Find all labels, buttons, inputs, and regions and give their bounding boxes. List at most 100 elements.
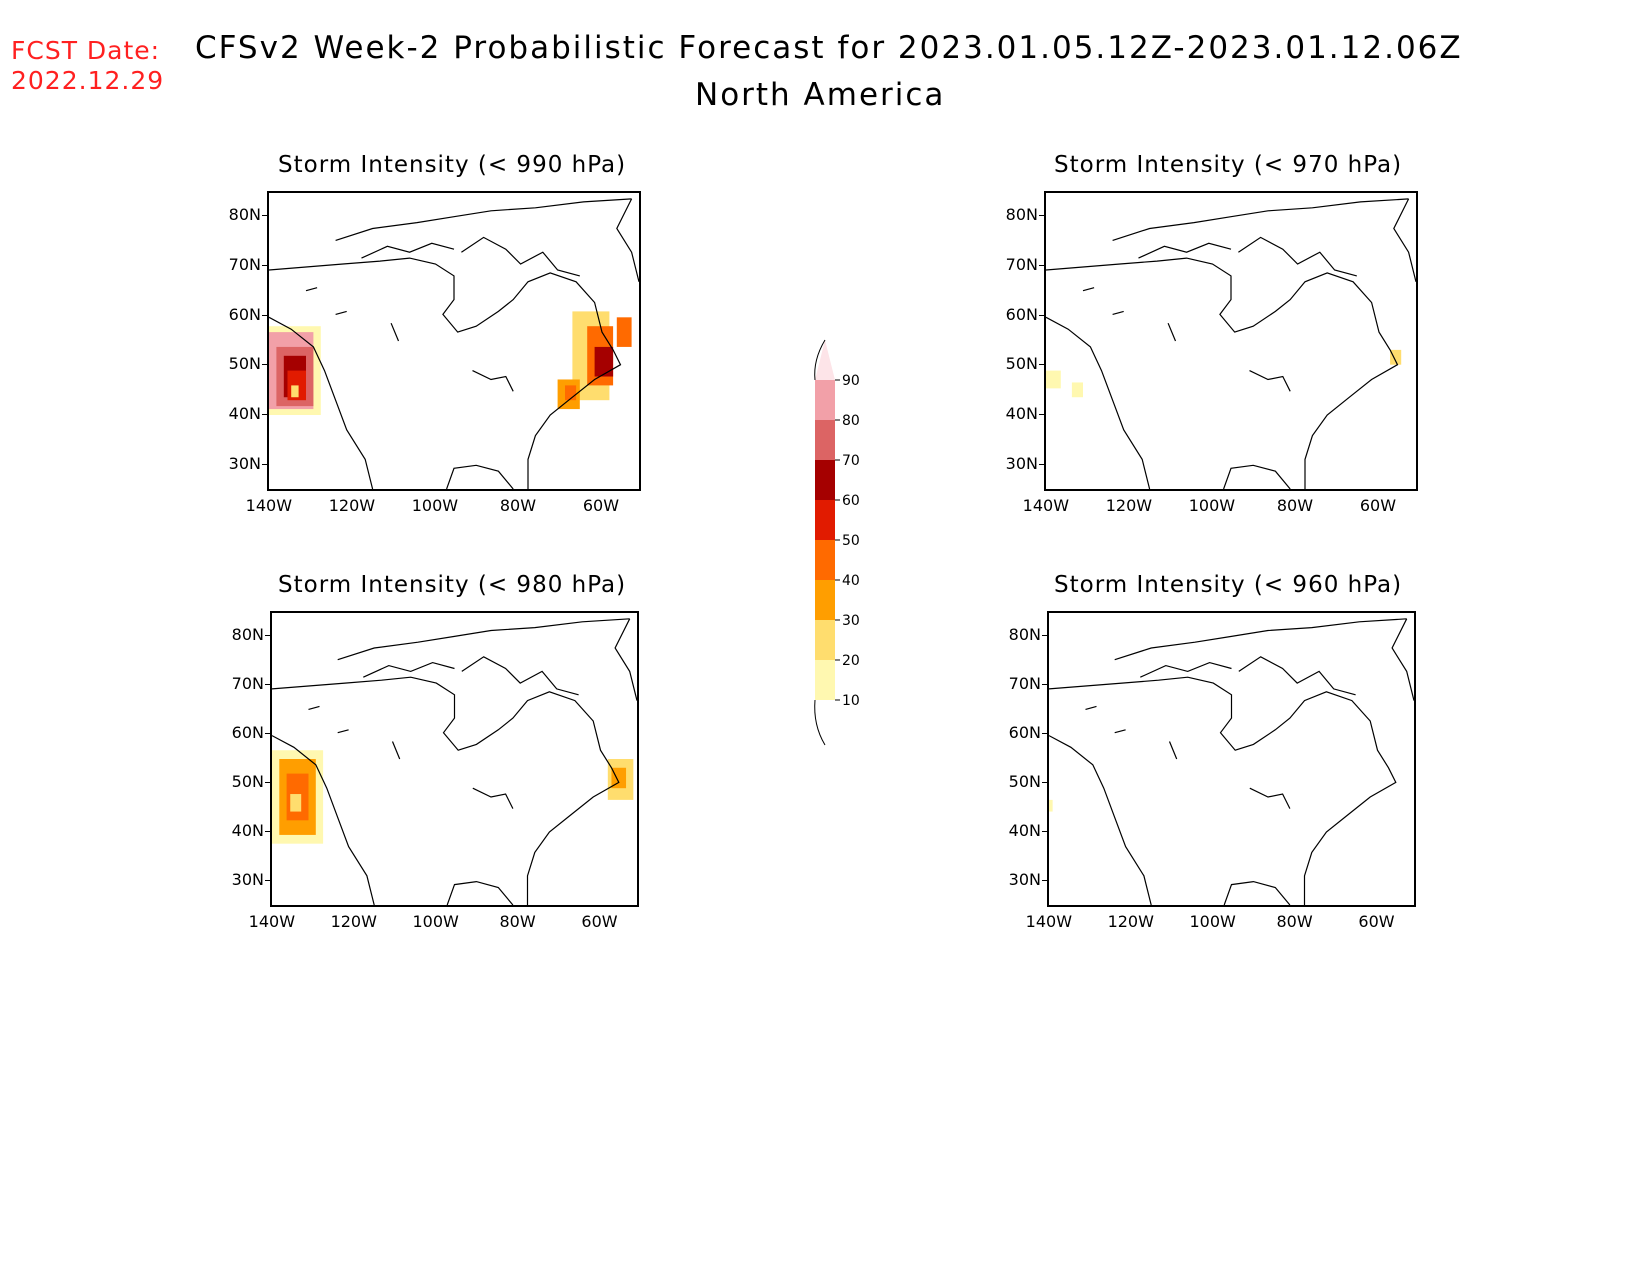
lat-tick: [1042, 831, 1048, 833]
lat-tick-label: 70N: [231, 673, 264, 693]
map-panel-970: [1044, 191, 1418, 491]
colorbar-top-cap: [815, 340, 835, 380]
lon-tick-label: 60W: [581, 912, 618, 931]
lat-tick-label: 50N: [231, 772, 264, 792]
lat-tick-label: 40N: [231, 821, 264, 841]
lon-tick-label: 60W: [582, 496, 620, 515]
map-graphic: [1049, 618, 1414, 905]
lat-tick: [262, 414, 268, 416]
colorbar-label: 60: [842, 493, 860, 509]
fcst-date-value: 2022.12.29: [11, 66, 165, 95]
subtitle: North America: [695, 77, 946, 113]
map-panel-980: [270, 611, 639, 907]
map-graphic: [269, 198, 639, 489]
lat-tick-label: 50N: [1005, 354, 1038, 374]
colorbar-segment: [815, 580, 835, 620]
lat-tick: [1042, 732, 1048, 734]
lon-tick-label: 60W: [1358, 912, 1395, 931]
main-title: CFSv2 Week-2 Probabilistic Forecast for …: [195, 30, 1463, 66]
lon-tick-label: 100W: [1189, 912, 1236, 931]
colorbar-segment: [815, 660, 835, 700]
lon-tick-label: 80W: [1276, 496, 1314, 515]
lat-tick: [262, 364, 268, 366]
lat-tick-label: 40N: [228, 404, 261, 424]
lat-tick: [1039, 215, 1045, 216]
lat-tick: [265, 782, 271, 784]
colorbar-label: 90: [842, 373, 860, 389]
lat-tick-label: 30N: [228, 454, 261, 473]
colorbar-label: 70: [842, 453, 860, 469]
lat-tick: [262, 215, 268, 216]
lat-tick: [1039, 414, 1045, 416]
colorbar-label: 40: [842, 573, 860, 589]
lat-tick: [1042, 634, 1048, 636]
lon-tick-label: 120W: [1105, 496, 1153, 515]
lon-tick-label: 120W: [330, 912, 377, 931]
lat-tick-label: 80N: [1008, 624, 1041, 644]
lat-tick-label: 40N: [1005, 404, 1038, 424]
map-graphic: [272, 618, 637, 905]
lon-tick-label: 100W: [412, 912, 459, 931]
lat-tick: [1042, 782, 1048, 784]
lon-tick-label: 120W: [328, 496, 376, 515]
lat-tick: [265, 732, 271, 734]
lat-tick-label: 60N: [231, 722, 264, 742]
panel-title-980: Storm Intensity (< 980 hPa): [278, 572, 627, 598]
lat-tick-label: 30N: [231, 870, 264, 890]
lat-tick-label: 60N: [1005, 304, 1038, 324]
map-graphic: [1046, 198, 1416, 489]
lat-tick: [1039, 314, 1045, 316]
colorbar-label: 30: [842, 613, 860, 629]
map-panel-990: [267, 191, 641, 491]
lat-tick-label: 80N: [1005, 205, 1038, 224]
lat-tick: [1039, 364, 1045, 366]
lat-tick: [1042, 683, 1048, 685]
lat-tick-label: 30N: [1008, 870, 1041, 890]
lon-tick-label: 80W: [1276, 912, 1313, 931]
colorbar-label: 20: [842, 653, 860, 669]
fcst-date: FCST Date: 2022.12.29: [11, 36, 164, 96]
lat-tick-label: 70N: [228, 254, 261, 274]
lat-tick: [262, 264, 268, 266]
lon-tick-label: 80W: [499, 496, 537, 515]
lat-tick-label: 80N: [228, 205, 261, 224]
lat-tick: [1039, 264, 1045, 266]
lat-tick-label: 60N: [1008, 722, 1041, 742]
lat-tick: [1042, 880, 1048, 882]
colorbar-segment: [815, 540, 835, 580]
lon-tick-label: 100W: [1188, 496, 1236, 515]
colorbar-label: 80: [842, 413, 860, 429]
panel-title-990: Storm Intensity (< 990 hPa): [278, 152, 627, 178]
lon-tick-label: 140W: [248, 912, 296, 931]
colorbar-label: 50: [842, 533, 860, 549]
lon-tick-label: 140W: [1022, 496, 1070, 515]
lat-tick: [265, 831, 271, 833]
panel-title-970: Storm Intensity (< 970 hPa): [1054, 152, 1403, 178]
lon-tick-label: 60W: [1359, 496, 1397, 515]
lat-tick-label: 60N: [228, 304, 261, 324]
lat-tick-label: 50N: [228, 354, 261, 374]
lon-tick-label: 80W: [499, 912, 536, 931]
lat-tick-label: 70N: [1005, 254, 1038, 274]
colorbar-segment: [815, 380, 835, 420]
colorbar-segment: [815, 500, 835, 540]
colorbar-segment: [815, 620, 835, 660]
map-panel-960: [1047, 611, 1416, 907]
panel-title-960: Storm Intensity (< 960 hPa): [1054, 572, 1403, 598]
lon-tick-label: 100W: [411, 496, 459, 515]
lat-tick-label: 80N: [231, 624, 264, 644]
fcst-label: FCST Date:: [11, 36, 161, 65]
lat-tick: [262, 464, 268, 465]
colorbar: 90 80 70 60 50 40 30 20 10: [814, 339, 860, 746]
lat-tick: [265, 880, 271, 882]
colorbar-label: 10: [842, 693, 860, 709]
lon-tick-label: 120W: [1107, 912, 1154, 931]
lat-tick-label: 30N: [1005, 454, 1038, 473]
lat-tick: [1039, 464, 1045, 465]
lon-tick-label: 140W: [245, 496, 293, 515]
lat-tick-label: 50N: [1008, 772, 1041, 792]
lon-tick-label: 140W: [1025, 912, 1073, 931]
lat-tick: [265, 634, 271, 636]
lat-tick: [262, 314, 268, 316]
lat-tick-label: 40N: [1008, 821, 1041, 841]
